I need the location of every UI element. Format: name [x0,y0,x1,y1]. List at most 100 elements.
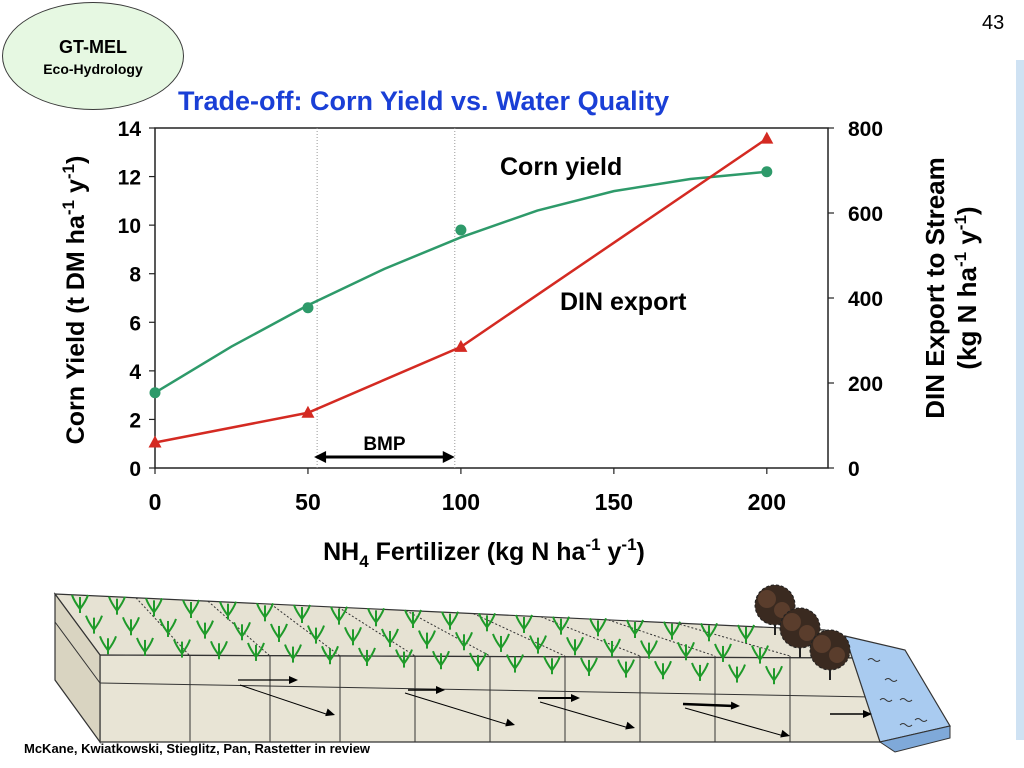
soil-layer-line [99,682,873,698]
y-left-tick-label: 6 [129,312,141,335]
data-point-corn-yield [761,166,773,178]
soil-cell-top-divider [405,610,491,657]
corn-plant-icon [617,659,635,678]
subsurface-flow-arrow [684,707,785,737]
soil-cell-top-divider [270,603,341,657]
soil-cell-top-divider [338,606,416,657]
subsurface-flow-arrow [539,701,630,729]
y-left-tick-label: 8 [129,264,141,287]
corn-plant-icon [210,640,228,660]
data-point-din-export [760,131,774,144]
y-right-tick-label: 600 [848,203,883,226]
corn-plant-icon [122,616,140,636]
data-point-din-export [454,339,468,352]
corn-plant-icon [603,638,621,657]
stream-bank [878,725,951,753]
bmp-label: BMP [363,434,406,455]
corn-plant-icon [85,615,103,634]
soil-layer-line [54,621,101,684]
corn-plant-icon [99,635,117,655]
y-right-tick-label: 0 [848,458,860,481]
subsurface-flow-arrowhead [436,686,445,694]
y-left-tick-label: 10 [118,215,141,238]
corn-plant-icon [381,628,399,647]
corn-plant-icon [663,621,681,640]
y-right-tick-label: 800 [848,118,883,141]
data-point-corn-yield [302,302,314,314]
corn-plant-icon [247,642,265,661]
corn-plant-icon [432,650,450,670]
tree-icon [754,584,796,635]
stream [844,635,951,743]
slide-title: Trade-off: Corn Yield vs. Water Quality [178,86,670,116]
subsurface-flow-arrowhead [571,694,580,702]
soil-cell-top-divider [540,616,641,657]
y-left-axis-label: Corn Yield (t DM ha-1 y-1) [59,156,90,445]
y-left-tick-label: 4 [129,361,141,384]
water-ripple [884,678,898,682]
corn-plant-icon [256,602,274,622]
soil-cell-top-divider [675,622,791,657]
corn-plant-icon [71,594,89,613]
corn-plant-icon [714,643,732,662]
data-point-din-export [301,405,315,418]
corn-plant-icon [626,619,644,638]
citation: McKane, Kwiatkowski, Stieglitz, Pan, Ras… [24,741,371,756]
corn-plant-icon [307,625,325,644]
x-tick-label: 100 [442,489,480,515]
corn-plant-icon [654,660,672,680]
soil-cell-top-divider [473,613,566,657]
tree-icon [779,607,821,658]
soil-front-face [99,654,881,743]
corn-plant-icon [293,604,311,623]
corn-plant-icon [552,616,570,635]
y-right-axis-label-line2: (kg N ha-1 y-1) [951,206,982,369]
corn-plant-icon [404,609,422,628]
corn-plant-icon [182,599,200,618]
corn-plant-icon [506,654,524,673]
corn-plant-icon [418,630,436,649]
corn-plant-icon [219,601,237,620]
corn-plant-icon [765,665,783,685]
series-line-din-export [154,137,768,444]
corn-plant-icon [478,612,496,632]
subsurface-flow-arrowhead [863,710,872,718]
y-left-tick-label: 12 [118,167,141,190]
corn-plant-icon [515,614,533,633]
corn-plant-icon [196,620,214,639]
series-label-din-export: DIN export [560,288,687,316]
subsurface-flow-arrowhead [325,708,335,717]
chart: 0 50 100 150 200 0 2 4 6 8 10 12 14 0 200 400 600 800 Corn… [59,118,982,571]
series-line-corn-yield [154,170,767,394]
y-left-tick-label: 0 [129,458,141,481]
soil-cell-top-divider [608,619,716,657]
slide-number: 43 [982,12,1005,34]
corn-plant-icon [284,644,302,663]
bmp-arrow-head-left [314,451,327,463]
series-label-corn-yield: Corn yield [500,153,622,181]
soil-cell-top-divider [207,600,271,657]
subsurface-flow-arrowhead [289,676,298,684]
bmp-arrow-head-right [442,451,455,463]
subsurface-flow-arrowhead [730,701,740,710]
corn-plant-icon [589,617,607,637]
corn-plant-icon [358,647,376,666]
corn-plant-icon [677,641,695,661]
corn-plant-icon [173,639,191,658]
corn-plant-icon [640,640,658,659]
corn-plant-icon [367,607,385,627]
subsurface-flow-arrow [682,702,735,708]
soil-side-face [54,592,101,744]
lab-badge: GT-MEL Eco-Hydrology [2,2,184,110]
badge-subtitle: Eco-Hydrology [43,61,143,77]
x-tick-label: 0 [149,489,162,515]
y-right-axis-label-line1: DIN Export to Stream [920,157,950,419]
corn-plant-icon [344,626,362,646]
water-ripple [899,698,913,702]
water-ripple [867,658,881,662]
x-tick-label: 150 [595,489,633,515]
y-left-tick-label: 2 [129,409,141,432]
water-ripple [914,718,928,722]
x-axis-label: NH4 Fertilizer (kg N ha-1 y-1) [323,535,645,571]
y-right-tick-label: 400 [848,288,883,311]
